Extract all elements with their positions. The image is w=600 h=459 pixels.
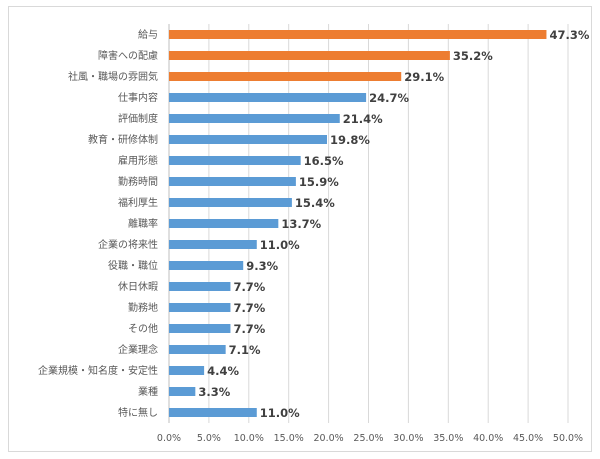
x-tick-label: 10.0%: [234, 433, 264, 444]
data-label: 4.4%: [207, 364, 239, 378]
category-label: 障害への配慮: [98, 49, 158, 62]
data-label: 47.3%: [549, 28, 589, 42]
category-label: 評価制度: [118, 112, 158, 125]
category-label: 勤務時間: [118, 175, 158, 188]
category-label: 教育・研修体制: [88, 133, 158, 146]
x-tick-label: 30.0%: [393, 433, 423, 444]
category-label: 勤務地: [128, 301, 158, 314]
category-label: その他: [128, 322, 158, 335]
bar: [169, 240, 257, 249]
category-label: 企業規模・知名度・安定性: [38, 364, 158, 377]
data-label: 7.7%: [233, 322, 265, 336]
category-label: 企業理念: [118, 343, 158, 356]
x-tick-label: 35.0%: [433, 433, 463, 444]
data-label: 11.0%: [260, 406, 300, 420]
x-tick-label: 45.0%: [513, 433, 543, 444]
data-label: 15.4%: [295, 196, 335, 210]
x-tick-label: 40.0%: [473, 433, 503, 444]
category-label: 仕事内容: [118, 91, 158, 104]
bar: [169, 303, 231, 312]
category-label: 役職・職位: [108, 259, 158, 272]
data-label: 3.3%: [198, 385, 230, 399]
bar: [169, 219, 279, 228]
bar: [169, 177, 296, 186]
bar: [169, 345, 226, 354]
category-label: 社風・職場の雰囲気: [68, 70, 158, 83]
bar: [169, 93, 367, 102]
bar: [169, 156, 301, 165]
bar: [169, 408, 257, 417]
data-label: 7.7%: [233, 280, 265, 294]
data-label: 21.4%: [343, 112, 383, 126]
category-label: 雇用形態: [118, 154, 158, 167]
x-tick-label: 15.0%: [274, 433, 304, 444]
data-label: 7.1%: [229, 343, 261, 357]
bar: [169, 261, 244, 270]
bar: [169, 30, 547, 39]
chart-frame: [8, 6, 592, 452]
bar: [169, 198, 292, 207]
x-tick-label: 0.0%: [157, 433, 181, 444]
data-label: 16.5%: [304, 154, 344, 168]
bar: [169, 114, 340, 123]
bar: [169, 51, 450, 60]
bar: [169, 366, 205, 375]
category-label: 企業の将来性: [98, 238, 158, 251]
bar: [169, 135, 328, 144]
data-label: 11.0%: [260, 238, 300, 252]
category-label: 特に無し: [118, 406, 158, 419]
category-label: 福利厚生: [118, 196, 158, 209]
data-label: 9.3%: [246, 259, 278, 273]
data-label: 13.7%: [281, 217, 321, 231]
bar: [169, 72, 402, 81]
data-label: 29.1%: [404, 70, 444, 84]
data-label: 15.9%: [299, 175, 339, 189]
x-tick-label: 5.0%: [197, 433, 221, 444]
data-label: 35.2%: [453, 49, 493, 63]
category-label: 休日休暇: [118, 281, 158, 293]
data-label: 7.7%: [233, 301, 265, 315]
bar: [169, 387, 196, 396]
bar: [169, 282, 231, 291]
category-label: 業種: [138, 385, 158, 398]
x-tick-label: 20.0%: [314, 433, 344, 444]
category-label: 給与: [138, 28, 158, 41]
x-tick-label: 50.0%: [553, 433, 583, 444]
data-label: 19.8%: [330, 133, 370, 147]
bar: [169, 324, 231, 333]
x-tick-label: 25.0%: [353, 433, 383, 444]
category-label: 離職率: [128, 217, 158, 230]
data-label: 24.7%: [369, 91, 409, 105]
